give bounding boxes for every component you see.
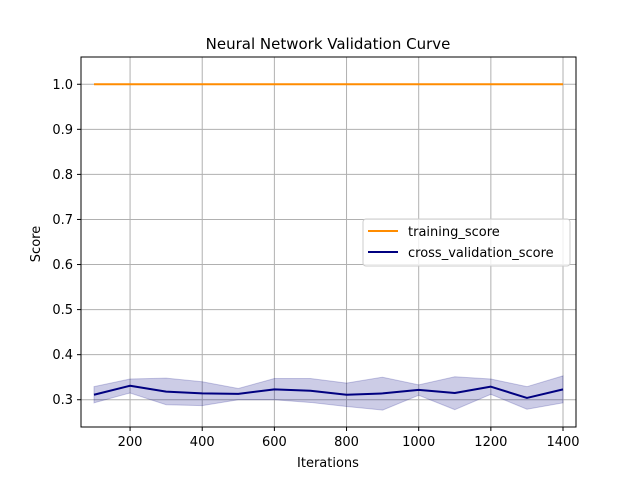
y-tick-label: 0.9	[52, 123, 73, 138]
x-tick-label: 600	[262, 435, 287, 450]
legend-box	[362, 218, 571, 267]
chart-title: Neural Network Validation Curve	[206, 35, 451, 53]
y-tick-label: 0.4	[52, 348, 73, 363]
x-tick-label: 400	[190, 435, 215, 450]
x-axis-label: Iterations	[297, 456, 359, 471]
y-axis-label: Score	[29, 226, 44, 262]
x-tick-label: 1200	[474, 435, 507, 450]
legend: training_score cross_validation_score	[362, 218, 571, 267]
x-tick-label: 800	[334, 435, 359, 450]
legend-label-training-score: training_score	[408, 225, 500, 240]
x-tick-label: 1400	[546, 435, 579, 450]
y-tick-label: 0.8	[52, 168, 73, 183]
plot-frame	[80, 56, 577, 428]
axis-ticks: 200 400 600 800 1000 1200 1400 0.3 0.4 0.5 0.6 0.7 0…	[52, 78, 579, 450]
series-lines	[93, 83, 564, 399]
y-tick-label: 0.3	[52, 393, 73, 408]
cross-validation-score-line	[93, 384, 564, 399]
y-tick-label: 0.5	[52, 303, 73, 318]
y-tick-label: 0.6	[52, 258, 73, 273]
y-tick-label: 1.0	[52, 78, 73, 93]
x-tick-label: 200	[118, 435, 143, 450]
legend-label-cross-validation-score: cross_validation_score	[408, 246, 554, 261]
x-tick-label: 1000	[402, 435, 435, 450]
y-tick-label: 0.7	[52, 213, 73, 228]
